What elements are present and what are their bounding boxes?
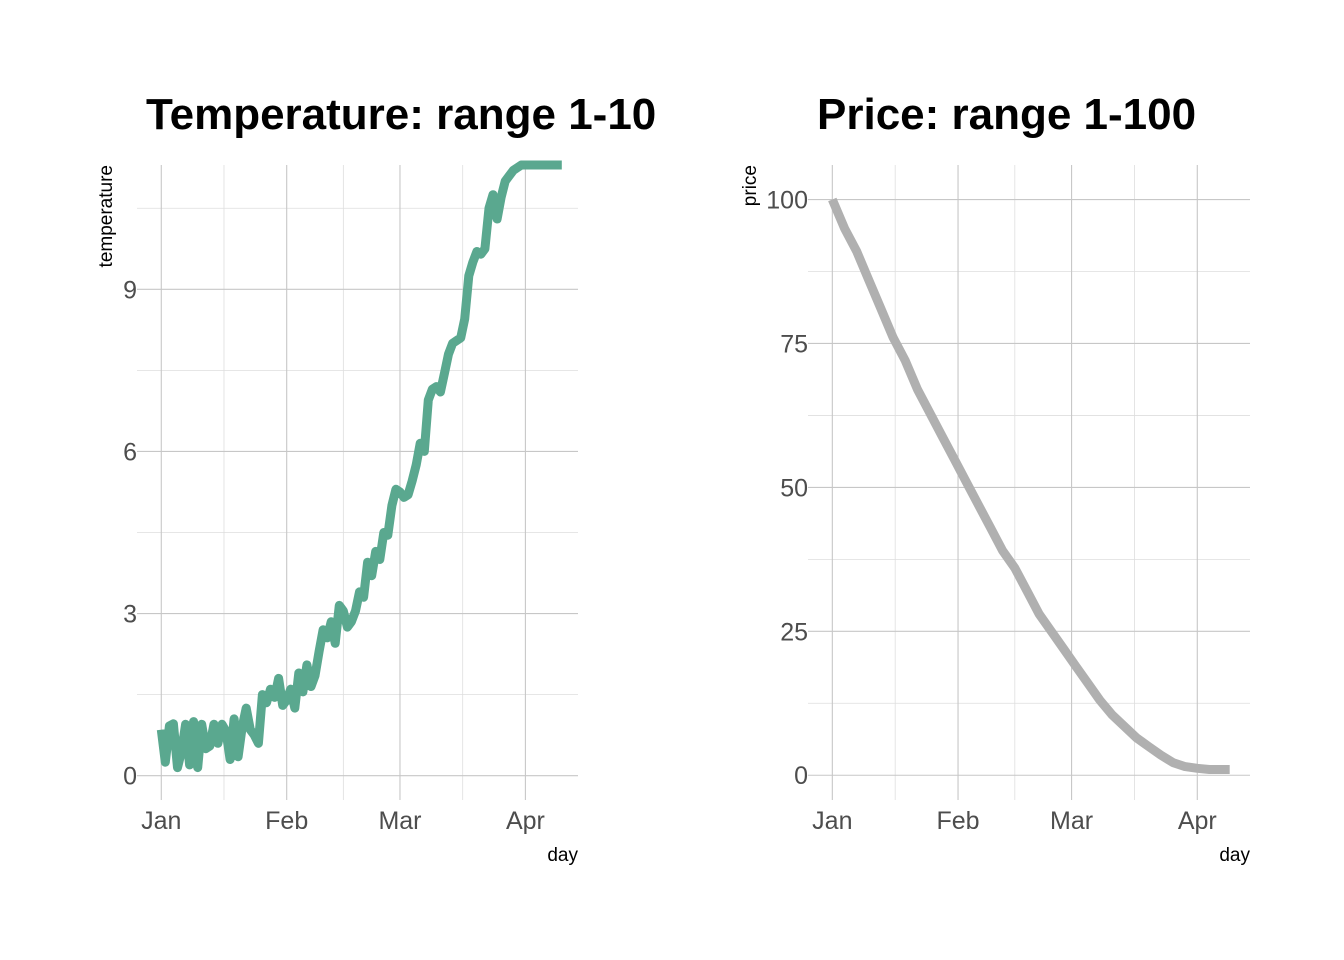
price-chart-panel: Price: range 1-100 0 25 50 75 100 Jan Feb Mar Apr… [740,90,1250,866]
temperature-y-tick-label: 9 [123,276,137,304]
price-x-tick-label: Jan [812,807,852,835]
price-y-tick-label: 50 [780,474,808,502]
price-series-line [828,197,1230,774]
temperature-y-tick-label: 6 [123,438,137,466]
price-x-tick-label: Apr [1178,807,1217,835]
temperature-series-line [156,160,563,773]
temperature-chart-panel: Temperature: range 1-10 0 3 6 9 Jan Feb Mar Aprd… [96,90,656,866]
price-x-tick-label: Mar [1050,807,1093,835]
temperature-y-tick-label: 3 [123,601,137,629]
price-chart-title: Price: range 1-100 [817,90,1196,139]
price-y-tick-label: 25 [780,618,808,646]
temperature-chart-title: Temperature: range 1-10 [146,90,656,139]
price-x-tick-label: Feb [936,807,979,835]
temperature-x-tick-label: Jan [141,807,181,835]
temperature-x-tick-label: Apr [506,807,545,835]
price-y-tick-label: 100 [766,187,808,215]
price-x-axis-title: day [1219,845,1250,866]
temperature-y-axis-title: temperature [96,165,117,267]
price-y-axis-title: price [740,165,761,206]
temperature-y-tick-label: 0 [123,763,137,791]
price-y-tick-label: 75 [780,330,808,358]
temperature-x-tick-label: Mar [378,807,421,835]
price-y-tick-label: 0 [794,762,808,790]
temperature-x-tick-label: Feb [265,807,308,835]
temperature-x-axis-title: day [547,845,578,866]
